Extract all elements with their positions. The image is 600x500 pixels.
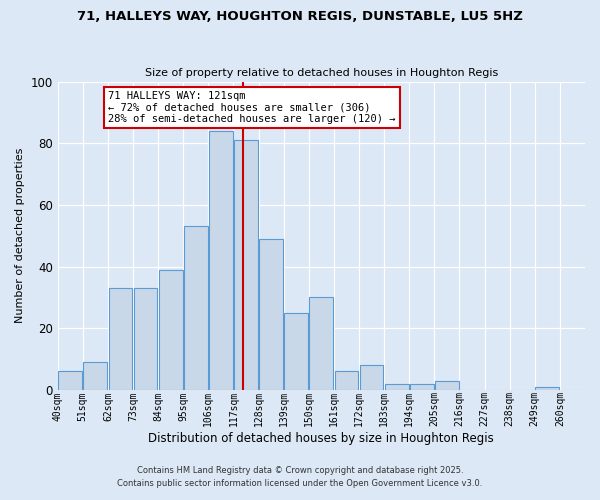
- Text: 71 HALLEYS WAY: 121sqm
← 72% of detached houses are smaller (306)
28% of semi-de: 71 HALLEYS WAY: 121sqm ← 72% of detached…: [108, 91, 395, 124]
- Bar: [134, 288, 157, 390]
- Bar: [109, 288, 133, 390]
- Bar: [310, 298, 333, 390]
- Bar: [58, 372, 82, 390]
- Bar: [385, 384, 409, 390]
- X-axis label: Distribution of detached houses by size in Houghton Regis: Distribution of detached houses by size …: [148, 432, 494, 445]
- Bar: [435, 380, 459, 390]
- Bar: [209, 131, 233, 390]
- Bar: [535, 386, 559, 390]
- Bar: [284, 312, 308, 390]
- Bar: [159, 270, 182, 390]
- Bar: [335, 372, 358, 390]
- Bar: [410, 384, 434, 390]
- Bar: [359, 365, 383, 390]
- Bar: [234, 140, 258, 390]
- Bar: [184, 226, 208, 390]
- Y-axis label: Number of detached properties: Number of detached properties: [15, 148, 25, 324]
- Title: Size of property relative to detached houses in Houghton Regis: Size of property relative to detached ho…: [145, 68, 498, 78]
- Text: 71, HALLEYS WAY, HOUGHTON REGIS, DUNSTABLE, LU5 5HZ: 71, HALLEYS WAY, HOUGHTON REGIS, DUNSTAB…: [77, 10, 523, 23]
- Text: Contains HM Land Registry data © Crown copyright and database right 2025.
Contai: Contains HM Land Registry data © Crown c…: [118, 466, 482, 487]
- Bar: [83, 362, 107, 390]
- Bar: [259, 239, 283, 390]
